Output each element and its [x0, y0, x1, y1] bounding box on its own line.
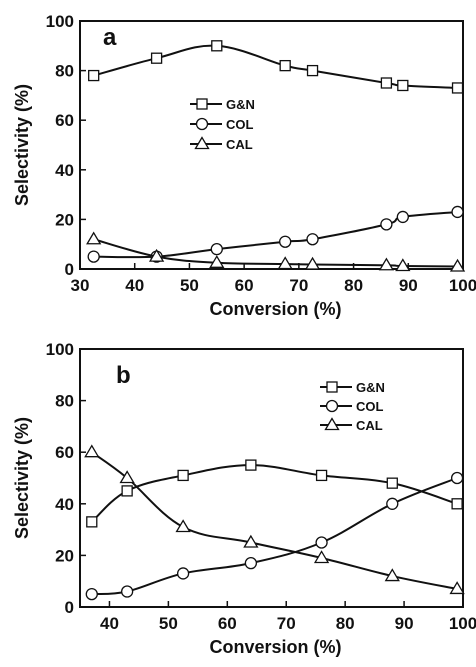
x-tick-label: 70 — [277, 614, 296, 633]
legend-marker-circle — [195, 117, 209, 131]
data-point-circle — [176, 567, 190, 580]
y-tick-label: 0 — [65, 598, 74, 617]
data-point-square — [380, 77, 393, 89]
x-tick-label: 70 — [289, 276, 308, 295]
y-tick-label: 0 — [65, 260, 74, 279]
data-point-triangle — [119, 470, 135, 484]
x-tick-label: 100 — [449, 614, 476, 633]
y-tick-label: 40 — [55, 161, 74, 180]
data-point-circle — [451, 205, 464, 219]
data-point-circle — [279, 235, 292, 248]
y-tick-label: 100 — [46, 12, 74, 31]
legend-marker-triangle — [324, 417, 340, 431]
legend-label: G&N — [356, 380, 385, 395]
data-point-circle — [120, 585, 134, 598]
x-tick-label: 60 — [235, 276, 254, 295]
x-tick-label: 40 — [100, 614, 119, 633]
x-tick-label: 90 — [399, 276, 418, 295]
chart-panel-b: 40 50 60 70 80 90 100 0 20 40 60 80 100 Conversion (%… — [12, 340, 476, 657]
data-point-circle — [244, 556, 258, 570]
data-point-square — [245, 459, 257, 471]
data-point-triangle — [84, 444, 100, 458]
data-point-square — [150, 52, 163, 64]
legend-label: COL — [356, 399, 384, 414]
y-tick-label: 80 — [55, 62, 74, 81]
data-point-triangle — [378, 257, 395, 271]
y-tick-label: 20 — [55, 546, 74, 565]
x-tick-label: 50 — [180, 276, 199, 295]
y-axis-title: Selectivity (%) — [12, 417, 32, 539]
x-tick-label: 100 — [449, 276, 476, 295]
plot-frame — [79, 348, 464, 608]
data-point-triangle — [384, 568, 400, 582]
x-axis-title: Conversion (%) — [209, 637, 341, 657]
data-point-triangle — [395, 258, 411, 272]
series-line-cal — [91, 451, 458, 590]
data-point-triangle — [449, 581, 465, 595]
data-point-triangle — [86, 231, 102, 245]
data-point-circle — [210, 243, 223, 256]
data-point-circle — [380, 218, 393, 231]
legend-marker-square — [326, 381, 338, 393]
x-tick-label: 90 — [395, 614, 414, 633]
panel-label: b — [116, 362, 131, 389]
data-point-circle — [315, 536, 328, 549]
legend-marker-square — [196, 98, 208, 110]
data-point-circle — [306, 233, 319, 246]
data-point-square — [88, 69, 100, 82]
data-point-square — [451, 82, 464, 94]
y-tick-label: 40 — [55, 495, 74, 514]
y-tick-label: 60 — [55, 111, 74, 130]
data-point-square — [279, 59, 291, 72]
legend-label: COL — [226, 117, 254, 132]
x-tick-label: 80 — [336, 614, 355, 633]
data-point-triangle — [148, 248, 165, 262]
series-line-g-n — [91, 464, 458, 523]
panel-label: a — [103, 24, 117, 51]
y-tick-label: 80 — [55, 392, 74, 411]
data-point-square — [315, 469, 328, 482]
data-point-triangle — [243, 534, 259, 548]
legend-label: CAL — [356, 418, 383, 433]
y-axis-title: Selectivity (%) — [12, 84, 32, 206]
data-point-triangle — [277, 256, 293, 270]
y-tick-label: 20 — [55, 210, 74, 229]
legend-label: G&N — [226, 97, 255, 112]
y-tick-label: 60 — [55, 443, 74, 462]
data-point-circle — [87, 250, 100, 263]
data-point-triangle — [175, 519, 191, 533]
data-point-triangle — [313, 550, 330, 564]
data-point-square — [386, 477, 398, 489]
x-tick-label: 80 — [344, 276, 363, 295]
y-tick-label: 100 — [46, 340, 74, 359]
x-tick-label: 30 — [71, 276, 90, 295]
data-point-square — [211, 40, 223, 52]
data-point-square — [86, 516, 98, 528]
data-point-square — [451, 498, 463, 510]
data-point-square — [177, 469, 189, 482]
chart-panel-a: 30 40 50 60 70 80 90 100 0 20 40 60 80 100 Conversion … — [12, 12, 476, 319]
legend-label: CAL — [226, 137, 253, 152]
data-point-triangle — [304, 256, 321, 270]
data-point-square — [306, 64, 319, 77]
x-tick-label: 40 — [125, 276, 144, 295]
plot-frame — [79, 20, 464, 270]
x-tick-label: 50 — [159, 614, 178, 633]
x-tick-label: 60 — [218, 614, 237, 633]
x-axis-title: Conversion (%) — [209, 299, 341, 319]
legend-marker-circle — [325, 399, 339, 413]
data-point-circle — [386, 497, 399, 510]
data-point-triangle — [209, 255, 225, 268]
data-point-square — [397, 79, 409, 92]
data-point-circle — [396, 210, 409, 224]
data-point-triangle — [449, 258, 466, 272]
legend-marker-triangle — [194, 136, 210, 150]
data-point-square — [121, 485, 133, 497]
data-point-circle — [85, 587, 98, 601]
data-point-circle — [450, 471, 464, 485]
